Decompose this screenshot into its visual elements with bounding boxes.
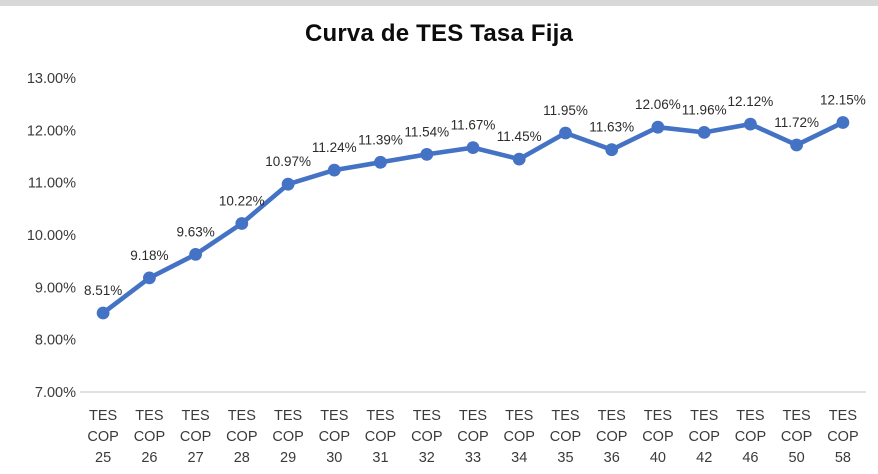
x-axis-category-label: TES COP 29 <box>272 408 303 466</box>
x-axis-category-label: TES COP 30 <box>319 408 350 466</box>
data-point-label: 12.06% <box>635 97 681 112</box>
data-point-marker <box>651 120 665 134</box>
data-point-marker <box>189 248 203 261</box>
data-point-marker <box>605 143 619 157</box>
data-point-label: 11.24% <box>312 140 357 155</box>
data-point-marker <box>281 177 295 191</box>
data-point-marker <box>744 117 757 131</box>
data-point-marker <box>143 271 156 285</box>
x-axis-category-label: TES COP 28 <box>226 408 257 466</box>
top-border <box>0 0 878 6</box>
data-point-marker <box>96 306 110 320</box>
data-point-label: 10.22% <box>219 194 265 209</box>
data-point-label: 11.72% <box>774 115 819 130</box>
data-point-label: 9.18% <box>130 248 168 263</box>
x-axis-category-label: TES COP 42 <box>688 408 719 466</box>
data-point-label: 11.63% <box>589 120 634 135</box>
x-axis-category-label: TES COP 25 <box>87 408 118 466</box>
data-point-marker <box>697 125 711 139</box>
data-point-label: 12.12% <box>728 94 774 109</box>
x-axis-category-label: TES COP 50 <box>781 408 812 466</box>
y-axis-tick-label: 8.00% <box>35 333 76 349</box>
x-axis-category-label: TES COP 35 <box>550 408 581 466</box>
x-axis-category-label: TES COP 46 <box>735 408 766 466</box>
data-point-marker <box>374 155 387 169</box>
data-point-label: 11.39% <box>358 132 403 147</box>
y-axis-tick-label: 7.00% <box>35 385 76 401</box>
x-axis-category-label: TES COP 40 <box>642 408 673 466</box>
y-axis-tick-label: 9.00% <box>35 280 76 296</box>
data-point-marker <box>559 126 572 140</box>
y-axis-tick-label: 12.00% <box>27 123 76 139</box>
data-point-marker <box>836 116 850 129</box>
data-point-label: 12.15% <box>820 93 866 108</box>
data-point-marker <box>327 163 341 177</box>
data-point-marker <box>235 217 249 230</box>
data-point-label: 11.95% <box>543 103 588 118</box>
x-axis-category-label: TES COP 32 <box>411 408 442 466</box>
data-point-marker <box>512 152 526 166</box>
data-point-label: 10.97% <box>265 154 311 169</box>
chart-title: Curva de TES Tasa Fija <box>304 20 574 47</box>
data-point-marker <box>420 148 434 161</box>
x-axis-category-label: TES COP 31 <box>365 408 396 466</box>
x-axis-category-label: TES COP 26 <box>134 408 165 466</box>
data-point-label: 11.67% <box>451 118 496 133</box>
x-axis-category-label: TES COP 33 <box>457 408 488 466</box>
x-axis-category-label: TES COP 58 <box>827 408 858 466</box>
x-axis-category-label: TES COP 27 <box>180 408 211 466</box>
data-point-label: 11.45% <box>497 129 542 144</box>
data-point-label: 11.54% <box>404 124 449 139</box>
data-point-marker <box>790 138 803 152</box>
y-axis-tick-label: 11.00% <box>28 176 76 192</box>
x-axis-category-label: TES COP 34 <box>503 408 534 466</box>
data-point-label: 11.96% <box>682 102 727 117</box>
data-point-label: 9.63% <box>176 224 214 239</box>
y-axis-tick-label: 10.00% <box>27 228 76 244</box>
data-point-label: 8.51% <box>84 283 122 298</box>
x-axis-category-label: TES COP 36 <box>596 408 627 466</box>
y-axis-tick-label: 13.00% <box>27 71 76 87</box>
data-point-marker <box>466 141 480 155</box>
